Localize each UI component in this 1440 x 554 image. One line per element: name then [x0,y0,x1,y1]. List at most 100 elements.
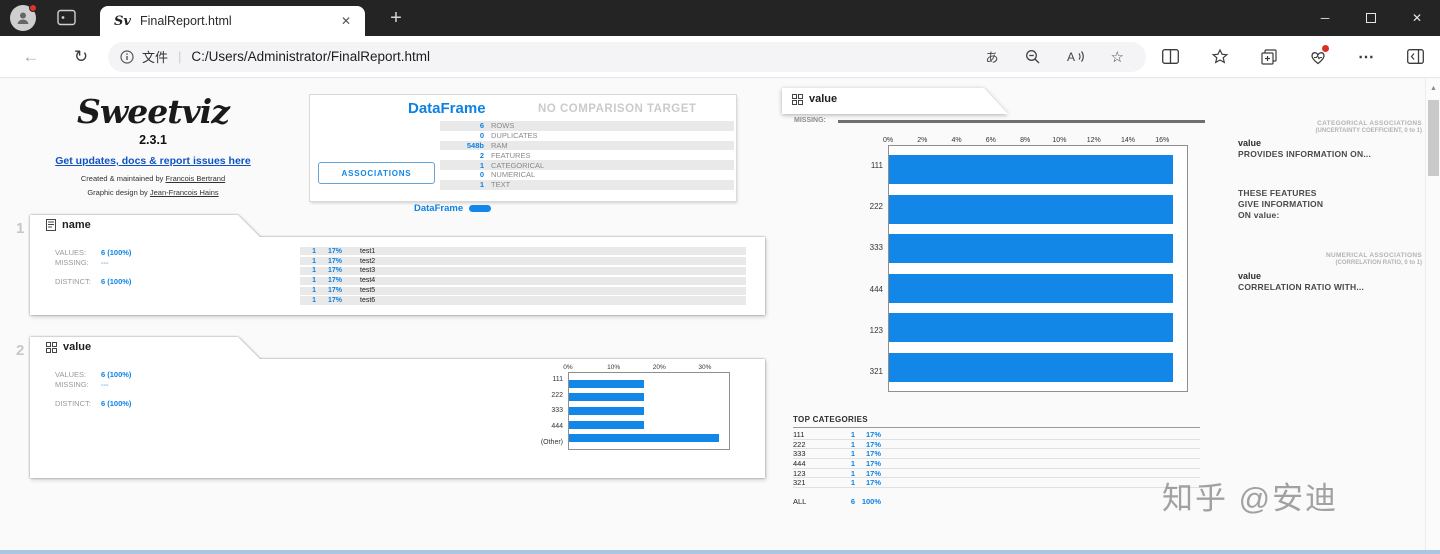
top-category-row: 444 1 17% [793,459,1200,469]
associations-button[interactable]: ASSOCIATIONS [318,162,435,184]
values-label: VALUES: [55,370,87,379]
x-tick-label: 10% [607,364,621,371]
author-link[interactable]: Francois Bertrand [165,174,226,183]
refresh-button[interactable]: ↻ [73,46,89,66]
design-prefix: Graphic design by [87,188,150,197]
read-aloud-icon[interactable]: A [1067,49,1085,64]
category-percent: 17% [865,468,881,478]
stat-value: 0 [479,170,484,180]
detail-missing-label: MISSING: [794,117,826,124]
stat-value: 1 [479,180,484,190]
minimize-button[interactable]: ─ [1320,11,1330,25]
bar-row [569,377,729,391]
value-row: 1 17% test3 [300,266,746,276]
correlation-feature-name: value [1238,271,1262,281]
values-label: VALUES: [55,248,87,257]
browser-essentials-icon[interactable] [1293,36,1342,78]
translate-icon[interactable]: あ [985,50,999,65]
new-tab-button[interactable]: + [390,6,402,29]
maximize-button[interactable] [1348,0,1394,36]
close-button[interactable]: ✕ [1411,11,1423,25]
workspaces-icon[interactable] [57,9,76,26]
designer-link[interactable]: Jean-Francois Hains [149,188,219,197]
total-pct: 100% [861,497,881,507]
top-categories-rows: 111 1 17% 222 1 17% 333 1 17% 444 1 17% 123 1 17% 321 1 1… [793,430,1200,489]
page-scrollbar[interactable]: ▲ [1425,78,1440,554]
window-controls: ─ ✕ [1302,0,1440,36]
sidebar-toggle-icon[interactable] [1391,36,1440,78]
bar-row [889,229,1187,269]
split-screen-icon[interactable] [1146,36,1195,78]
dataframe-summary-card: DataFrame NO COMPARISON TARGET 6 ROWS 0 DUP… [310,95,736,201]
x-tick-label: 8% [1020,137,1031,144]
design-by-line: Graphic design by Jean-Francois Hains [28,188,278,197]
file-scheme-label: 文件 [142,50,169,65]
scrollbar-up-arrow[interactable]: ▲ [1430,85,1437,92]
stat-label: CATEGORICAL [491,160,545,170]
stat-label: RAM [491,140,508,150]
bar-321 [889,352,1174,382]
feature-name-header[interactable]: name [46,219,91,231]
sweetviz-logo-block: Sweetviz 2.3.1 Get updates, docs & repor… [28,92,278,197]
bar-row [889,190,1187,230]
category-label: 222 [869,202,883,212]
missing-label: MISSING: [55,379,89,389]
browser-tab[interactable]: Sv FinalReport.html ✕ [100,6,365,36]
category-percent: 17% [865,458,881,468]
page-content: Sweetviz 2.3.1 Get updates, docs & repor… [0,78,1440,554]
category-label: 444 [869,284,883,294]
bar-row [569,418,729,432]
stat-value: 548b [466,140,484,150]
bar-111 [569,379,645,388]
more-menu-icon[interactable]: ⋯ [1358,48,1375,66]
favorites-icon[interactable] [1195,36,1244,78]
feature-value-header[interactable]: value [46,341,91,353]
updates-link[interactable]: Get updates, docs & report issues here [55,155,251,167]
page-info-icon[interactable] [120,49,134,64]
x-tick-label: 20% [652,364,666,371]
version-label: 2.3.1 [139,133,167,147]
gives-line-2: GIVE INFORMATION [1238,199,1324,209]
collections-icon[interactable] [1244,36,1293,78]
chart-plot [568,372,730,450]
row-percent: 17% [327,287,342,295]
stat-label: ROWS [491,121,515,131]
category-label: 333 [551,407,563,415]
category-label: 123 [869,325,883,335]
maximize-icon [1366,13,1376,23]
numerical-associations-title: NUMERICAL ASSOCIATIONS [1325,252,1422,259]
tab-title: FinalReport.html [139,14,232,28]
top-category-row: 222 1 17% [793,440,1200,450]
row-count: 1 [312,267,316,275]
category-label: 333 [793,449,806,459]
dataframe-tab[interactable]: DataFrame [414,203,492,214]
tab-close-icon[interactable]: ✕ [340,14,351,28]
stat-label: DUPLICATES [491,131,538,141]
x-tick-label: 12% [1086,137,1101,144]
summary-stat-row: 1 TEXT [440,179,734,190]
address-separator: | [178,49,182,64]
value-row: 1 17% test4 [300,276,746,285]
summary-stat-row: 0 DUPLICATES [440,131,734,141]
summary-stat-row: 0 NUMERICAL [440,170,734,180]
value-detail-tab[interactable]: value [782,88,1008,114]
feature-2-index: 2 [16,342,25,359]
category-percent: 17% [865,439,881,449]
profile-notification-dot [29,4,37,12]
stat-value: 6 [479,121,484,131]
value-detail-panel: value MISSING: 111 222 333 444 123 321 0% 2% 4%… [782,88,1210,554]
scrollbar-thumb[interactable] [1428,100,1439,176]
no-comparison-label: NO COMPARISON TARGET [538,103,697,115]
chart-category-labels: 111 222 333 444 (Other) [530,359,568,450]
value-row: 1 17% test2 [300,256,746,266]
profile-avatar[interactable] [10,4,37,31]
address-bar[interactable]: 文件 | C:/Users/Administrator/FinalReport.… [108,41,1146,72]
browser-titlebar: Sv FinalReport.html ✕ + ─ ✕ [0,0,1440,36]
favorite-star-icon[interactable]: ☆ [1110,48,1124,66]
back-button[interactable]: ← [22,46,40,66]
zhihu-watermark: 知乎 @安迪 [1162,481,1339,516]
distinct-value: 6 (100%) [101,399,132,408]
top-category-row: 123 1 17% [793,469,1200,479]
zoom-icon[interactable] [1025,49,1041,65]
browser-toolbar: ← ↻ 文件 | C:/Users/Administrator/FinalRep… [0,36,1440,78]
